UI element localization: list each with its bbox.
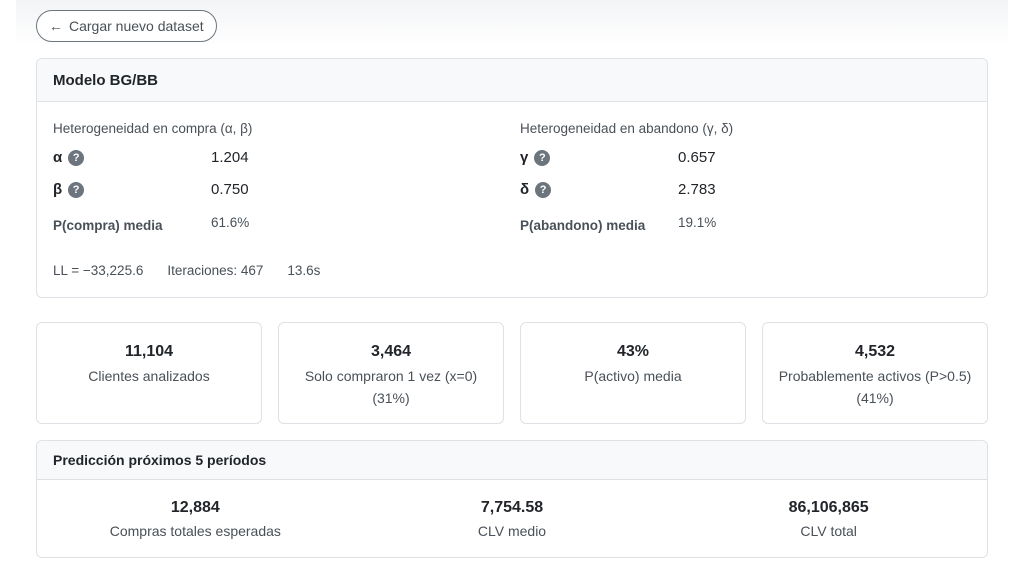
help-icon[interactable]: ? (535, 181, 552, 198)
fit-time: 13.6s (287, 263, 321, 278)
stat-value: 43% (616, 343, 650, 360)
prediction-card-title: Predicción próximos 5 períodos (37, 441, 987, 480)
param-name: γ ? (520, 149, 551, 166)
arrow-left-icon: ← (49, 18, 63, 34)
param-value: 2.783 (678, 181, 716, 198)
purchase-params: Heterogeneidad en compra (α, β) α ? 1.20… (53, 121, 252, 249)
purchase-mean-row: P(compra) media 61.6% (53, 205, 252, 249)
stat-box-likely-active: 4,532 Probablemente activos (P>0.5) (41%… (762, 322, 988, 424)
purchase-heading: Heterogeneidad en compra (α, β) (53, 121, 253, 136)
stat-label: P(activo) media (584, 368, 682, 384)
purchase-mean-value: 61.6% (211, 215, 250, 230)
stat-value: 3,464 (370, 343, 412, 360)
dropout-mean-row: P(abandono) media 19.1% (520, 205, 733, 249)
param-symbol: γ (520, 149, 529, 166)
param-row-beta: β ? 0.750 (53, 173, 252, 205)
param-name: δ ? (520, 181, 552, 198)
param-value: 0.657 (678, 149, 716, 166)
prediction-value: 7,754.58 (480, 499, 544, 516)
log-likelihood: LL = −33,225.6 (53, 263, 144, 278)
param-row-alpha: α ? 1.204 (53, 141, 252, 173)
iterations: Iteraciones: 467 (167, 263, 264, 278)
purchase-mean-label: P(compra) media (53, 218, 163, 233)
param-symbol: δ (520, 181, 530, 198)
prediction-row: 12,884 Compras totales esperadas 7,754.5… (37, 499, 987, 539)
model-card: Modelo BG/BB Heterogeneidad en compra (α… (36, 58, 988, 298)
param-symbol: α (53, 149, 63, 166)
param-value: 0.750 (211, 181, 249, 198)
prediction-total-purchases: 12,884 Compras totales esperadas (37, 499, 354, 539)
param-name: β ? (53, 181, 85, 198)
param-value: 1.204 (211, 149, 249, 166)
back-button-label: Cargar nuevo dataset (69, 18, 204, 34)
help-icon[interactable]: ? (68, 149, 85, 166)
stat-box-single-purchase: 3,464 Solo compraron 1 vez (x=0) (31%) (278, 322, 504, 424)
stat-label: Solo compraron 1 vez (x=0) (31%) (304, 368, 478, 406)
dropout-heading: Heterogeneidad en abandono (γ, δ) (520, 121, 734, 136)
param-symbol: β (53, 181, 63, 198)
summary-stats: 11,104 Clientes analizados 3,464 Solo co… (36, 322, 988, 424)
stat-value: 4,532 (854, 343, 896, 360)
dropout-mean-label: P(abandono) media (520, 218, 646, 233)
prediction-label: CLV total (800, 523, 857, 539)
prediction-value: 86,106,865 (788, 499, 869, 516)
help-icon[interactable]: ? (534, 149, 551, 166)
param-row-delta: δ ? 2.783 (520, 173, 733, 205)
stat-box-clients: 11,104 Clientes analizados (36, 322, 262, 424)
model-card-title: Modelo BG/BB (37, 59, 987, 102)
param-name: α ? (53, 149, 85, 166)
prediction-clv-mean: 7,754.58 CLV medio (354, 499, 671, 539)
prediction-clv-total: 86,106,865 CLV total (670, 499, 987, 539)
prediction-card: Predicción próximos 5 períodos 12,884 Co… (36, 440, 988, 558)
prediction-value: 12,884 (170, 499, 220, 516)
back-to-upload-button[interactable]: ← Cargar nuevo dataset (36, 10, 217, 42)
fit-stats: LL = −33,225.6 Iteraciones: 467 13.6s (53, 263, 320, 278)
stat-value: 11,104 (124, 343, 174, 360)
prediction-label: Compras totales esperadas (109, 523, 281, 539)
stat-label: Probablemente activos (P>0.5) (41%) (778, 368, 972, 406)
param-row-gamma: γ ? 0.657 (520, 141, 733, 173)
prediction-label: CLV medio (477, 523, 547, 539)
help-icon[interactable]: ? (68, 181, 85, 198)
dropout-mean-value: 19.1% (678, 215, 717, 230)
dropout-params: Heterogeneidad en abandono (γ, δ) γ ? 0.… (520, 121, 733, 249)
stat-box-p-active: 43% P(activo) media (520, 322, 746, 424)
stat-label: Clientes analizados (88, 368, 210, 384)
